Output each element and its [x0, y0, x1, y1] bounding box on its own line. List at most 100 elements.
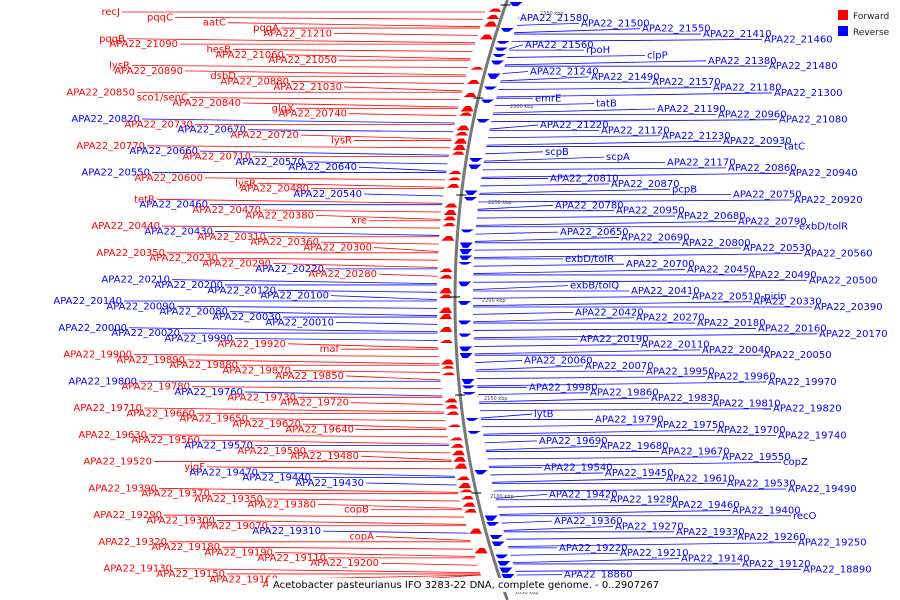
reverse-gene-arrow[interactable] [459, 353, 473, 359]
reverse-gene-arrow[interactable] [486, 522, 500, 526]
gene-label[interactable]: APA22_21550 [642, 24, 711, 35]
gene-label[interactable]: APA22_19850 [275, 371, 344, 382]
reverse-gene-arrow[interactable] [458, 320, 472, 325]
gene-label[interactable]: APA22_20300 [303, 242, 372, 253]
gene-label[interactable]: scpA [606, 152, 630, 163]
gene-label[interactable]: APA22_21060 [215, 50, 284, 61]
gene-label[interactable]: APA22_19640 [285, 424, 354, 435]
gene-label[interactable]: tatB [596, 99, 617, 110]
gene-label[interactable]: APA22_19720 [280, 398, 349, 409]
gene-label[interactable]: APA22_20120 [207, 285, 276, 296]
gene-label[interactable]: APA22_19650 [179, 414, 248, 425]
gene-label[interactable]: APA22_19350 [194, 494, 263, 505]
gene-label[interactable]: lysR [235, 178, 256, 189]
gene-label[interactable]: APA22_20740 [278, 109, 347, 120]
gene-label[interactable]: APA22_21180 [713, 83, 782, 94]
gene-label[interactable]: APA22_20280 [308, 269, 377, 280]
gene-label[interactable]: APA22_20360 [250, 237, 319, 248]
gene-label[interactable]: APA22_19110 [257, 553, 326, 564]
gene-label[interactable]: APA22_19880 [169, 360, 238, 371]
gene-label[interactable]: tatC [784, 141, 805, 152]
gene-label[interactable]: clpP [647, 50, 668, 61]
gene-label[interactable]: APA22_19190 [204, 548, 273, 559]
gene-label[interactable]: APA22_19800 [68, 376, 137, 387]
reverse-gene-arrow[interactable] [496, 41, 510, 44]
reverse-gene-arrow[interactable] [459, 346, 473, 352]
gene-label[interactable]: APA22_19160 [209, 574, 278, 585]
forward-gene-arrow[interactable] [441, 372, 455, 376]
gene-label[interactable]: APA22_20960 [718, 109, 787, 120]
gene-label[interactable]: APA22_19920 [217, 339, 286, 350]
gene-label[interactable]: APA22_21050 [268, 55, 337, 66]
forward-gene-arrow[interactable] [439, 314, 453, 320]
reverse-gene-arrow[interactable] [489, 535, 503, 539]
gene-label[interactable]: APA22_19710 [73, 403, 142, 414]
gene-label[interactable]: dsbD [210, 71, 236, 82]
gene-label[interactable]: APA22_20440 [91, 221, 160, 232]
reverse-gene-arrow[interactable] [464, 197, 478, 201]
gene-label[interactable]: pcpB [672, 184, 697, 195]
gene-label[interactable]: recO [793, 511, 817, 522]
gene-label[interactable]: APA22_19430 [295, 478, 364, 489]
gene-label[interactable]: APA22_19120 [742, 559, 811, 570]
gene-label[interactable]: recJ [102, 7, 121, 18]
gene-label[interactable]: APA22_19400 [732, 505, 801, 516]
gene-label[interactable]: APA22_19760 [174, 387, 243, 398]
gene-label[interactable]: hesB [206, 44, 231, 55]
forward-gene-arrow[interactable] [439, 340, 453, 343]
gene-label[interactable]: APA22_19390 [88, 483, 157, 494]
gene-label[interactable]: APA22_21300 [774, 88, 843, 99]
reverse-gene-arrow[interactable] [499, 567, 513, 573]
gene-label[interactable]: APA22_19260 [737, 532, 806, 543]
gene-label[interactable]: APA22_20350 [96, 248, 165, 259]
forward-gene-arrow[interactable] [450, 444, 464, 448]
gene-label[interactable]: APA22_19200 [310, 558, 379, 569]
gene-label[interactable]: APA22_19990 [164, 333, 233, 344]
gene-label[interactable]: APA22_20750 [733, 190, 802, 201]
gene-label[interactable]: APA22_19690 [539, 436, 608, 447]
gene-label[interactable]: APA22_20010 [265, 317, 334, 328]
reverse-gene-arrow[interactable] [462, 385, 476, 389]
forward-gene-arrow[interactable] [464, 509, 478, 513]
gene-label[interactable]: APA22_21080 [779, 115, 848, 126]
gene-label[interactable]: APA22_19320 [98, 537, 167, 548]
gene-label[interactable]: APA22_19810 [712, 398, 781, 409]
forward-gene-arrow[interactable] [453, 138, 467, 144]
gene-label[interactable]: APA22_19220 [559, 543, 628, 554]
forward-gene-arrow[interactable] [446, 411, 460, 415]
reverse-gene-arrow[interactable] [458, 281, 472, 287]
gene-label[interactable]: APA22_20160 [758, 323, 827, 334]
forward-gene-arrow[interactable] [470, 67, 484, 70]
gene-label[interactable]: APA22_20460 [139, 200, 208, 211]
gene-label[interactable]: APA22_20650 [560, 227, 629, 238]
forward-gene-arrow[interactable] [451, 151, 465, 155]
reverse-gene-arrow[interactable] [465, 418, 479, 421]
reverse-gene-arrow[interactable] [484, 86, 498, 90]
forward-gene-arrow[interactable] [441, 236, 455, 241]
gene-label[interactable]: copZ [783, 457, 808, 468]
gene-label[interactable]: APA22_20080 [159, 307, 228, 318]
reverse-gene-arrow[interactable] [495, 554, 509, 559]
gene-label[interactable]: copB [344, 505, 369, 516]
gene-label[interactable]: APA22_21220 [540, 120, 609, 131]
gene-label[interactable]: APA22_21090 [109, 39, 178, 50]
gene-label[interactable]: APA22_19610 [666, 473, 735, 484]
gene-label[interactable]: APA22_20470 [192, 205, 261, 216]
gene-label[interactable]: APA22_19680 [600, 441, 669, 452]
gene-label[interactable]: APA22_21410 [703, 29, 772, 40]
gene-label[interactable]: APA22_20190 [580, 334, 649, 345]
gene-label[interactable]: rpoH [586, 45, 610, 56]
gene-label[interactable]: APA22_20020 [111, 328, 180, 339]
reverse-gene-arrow[interactable] [460, 229, 474, 233]
gene-label[interactable]: APA22_20390 [814, 302, 883, 313]
gene-label[interactable]: APA22_20730 [124, 119, 193, 130]
forward-gene-arrow[interactable] [469, 528, 483, 534]
gene-label[interactable]: lysR [109, 61, 130, 72]
gene-label[interactable]: yjgF [184, 462, 205, 473]
forward-gene-arrow[interactable] [445, 405, 459, 409]
reverse-gene-arrow[interactable] [464, 190, 478, 195]
gene-label[interactable]: APA22_20000 [58, 323, 127, 334]
reverse-gene-arrow[interactable] [459, 242, 473, 248]
gene-label[interactable]: APA22_19270 [615, 521, 684, 532]
gene-label[interactable]: APA22_19740 [778, 430, 847, 441]
